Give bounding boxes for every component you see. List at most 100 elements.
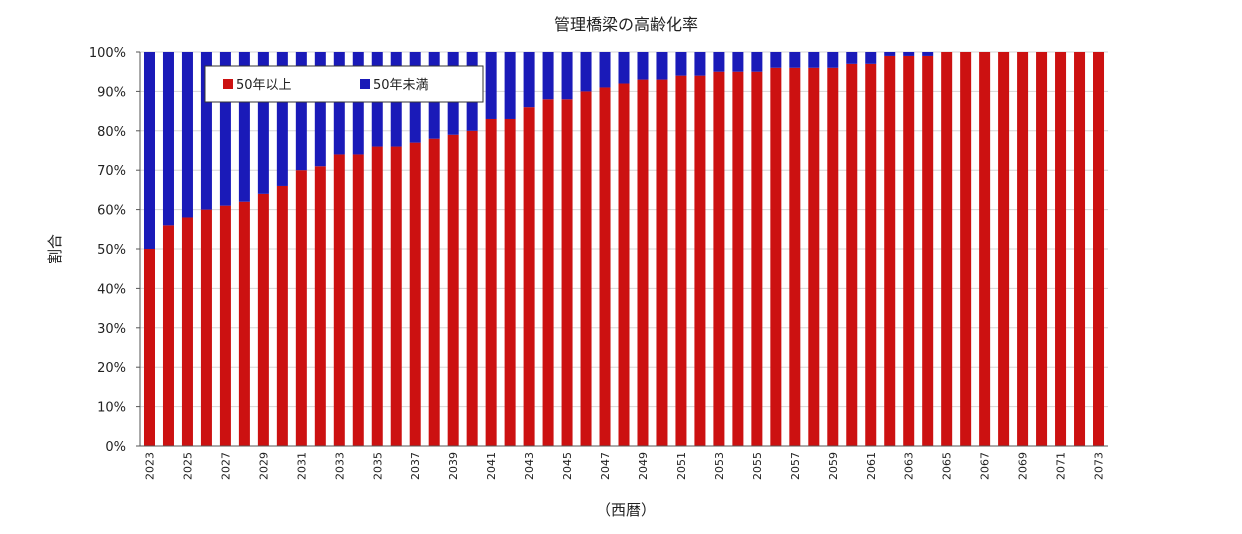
- bar-under50-2029: [257, 52, 269, 194]
- bar-over50-2047: [599, 87, 611, 447]
- y-tick-label: 30%: [97, 322, 126, 337]
- y-tick-label: 70%: [97, 164, 126, 179]
- bar-under50-2054: [732, 52, 744, 72]
- x-tick-label: 2065: [941, 452, 954, 480]
- bar-over50-2045: [561, 99, 573, 446]
- bar-under50-2057: [789, 52, 801, 68]
- bar-over50-2041: [485, 118, 497, 446]
- bar-under50-2027: [219, 52, 231, 206]
- x-tick-label: 2049: [637, 452, 650, 480]
- bar-under50-2048: [618, 52, 630, 84]
- bar-over50-2071: [1055, 52, 1067, 446]
- bar-over50-2046: [580, 91, 592, 447]
- x-tick-label: 2063: [903, 452, 916, 480]
- bar-under50-2058: [808, 52, 820, 68]
- legend-entry: 50年以上: [236, 78, 292, 93]
- legend-swatch: [223, 79, 233, 89]
- x-tick-label: 2059: [827, 452, 840, 480]
- y-tick-label: 0%: [105, 440, 126, 455]
- bar-under50-2026: [200, 52, 212, 210]
- y-tick-label: 50%: [97, 243, 126, 258]
- x-tick-label: 2067: [979, 452, 992, 480]
- bar-over50-2050: [656, 79, 668, 446]
- bar-under50-2042: [504, 52, 516, 119]
- bar-over50-2072: [1074, 52, 1086, 446]
- bar-over50-2070: [1036, 52, 1048, 446]
- x-tick-label: 2037: [409, 452, 422, 480]
- bar-over50-2026: [200, 209, 212, 446]
- bar-over50-2025: [181, 217, 193, 446]
- bar-over50-2032: [314, 166, 326, 446]
- bar-over50-2053: [713, 71, 725, 446]
- bar-over50-2069: [1017, 52, 1029, 446]
- bar-under50-2059: [827, 52, 839, 68]
- legend-swatch: [360, 79, 370, 89]
- bar-under50-2032: [314, 52, 326, 167]
- bar-under50-2024: [162, 52, 174, 226]
- bar-under50-2043: [523, 52, 535, 108]
- x-tick-label: 2035: [371, 452, 384, 480]
- bar-under50-2060: [846, 52, 858, 64]
- bar-over50-2023: [143, 249, 155, 446]
- bar-under50-2050: [656, 52, 668, 80]
- bar-under50-2064: [922, 52, 934, 56]
- y-tick-label: 20%: [97, 361, 126, 376]
- x-tick-label: 2051: [675, 452, 688, 480]
- bar-under50-2046: [580, 52, 592, 92]
- x-tick-label: 2055: [751, 452, 764, 480]
- bar-under50-2031: [295, 52, 307, 171]
- bar-over50-2031: [295, 170, 307, 446]
- bar-over50-2035: [371, 146, 383, 446]
- y-tick-label: 40%: [97, 282, 126, 297]
- bar-under50-2062: [884, 52, 896, 56]
- bar-under50-2033: [333, 52, 345, 155]
- bar-under50-2045: [561, 52, 573, 100]
- bar-over50-2064: [922, 55, 934, 446]
- chart-title: 管理橋梁の高齢化率: [554, 15, 698, 34]
- bar-over50-2052: [694, 75, 706, 446]
- bar-under50-2030: [276, 52, 288, 186]
- bar-over50-2067: [979, 52, 991, 446]
- bar-over50-2030: [276, 185, 288, 446]
- bar-over50-2033: [333, 154, 345, 446]
- bar-over50-2066: [960, 52, 972, 446]
- bar-under50-2052: [694, 52, 706, 76]
- bar-under50-2041: [485, 52, 497, 119]
- y-tick-label: 60%: [97, 204, 126, 219]
- bar-under50-2023: [143, 52, 155, 249]
- bar-under50-2044: [542, 52, 554, 100]
- bar-over50-2056: [770, 67, 782, 446]
- bar-over50-2036: [390, 146, 402, 446]
- legend-box: [204, 65, 484, 103]
- bar-under50-2056: [770, 52, 782, 68]
- bar-over50-2048: [618, 83, 630, 447]
- y-tick-label: 10%: [97, 401, 126, 416]
- x-tick-label: 2073: [1093, 452, 1106, 480]
- x-tick-label: 2061: [865, 452, 878, 480]
- bar-over50-2040: [466, 130, 478, 447]
- bar-over50-2044: [542, 99, 554, 446]
- bar-under50-2047: [599, 52, 611, 88]
- bar-over50-2068: [998, 52, 1010, 446]
- bar-over50-2073: [1093, 52, 1105, 446]
- bar-over50-2059: [827, 67, 839, 446]
- bar-under50-2049: [637, 52, 649, 80]
- y-tick-label: 100%: [89, 46, 126, 61]
- bar-over50-2043: [523, 107, 535, 446]
- bar-over50-2028: [238, 201, 250, 446]
- bar-over50-2037: [409, 142, 421, 446]
- bar-over50-2049: [637, 79, 649, 446]
- bar-under50-2051: [675, 52, 687, 76]
- x-tick-label: 2039: [447, 452, 460, 480]
- bar-over50-2038: [428, 138, 440, 446]
- x-tick-label: 2023: [143, 452, 156, 480]
- bar-over50-2034: [352, 154, 364, 446]
- y-axis-label: 割合: [46, 234, 64, 264]
- x-tick-label: 2069: [1017, 452, 1030, 480]
- bar-over50-2063: [903, 55, 915, 446]
- y-tick-label: 80%: [97, 125, 126, 140]
- x-tick-label: 2045: [561, 452, 574, 480]
- bar-under50-2063: [903, 52, 915, 56]
